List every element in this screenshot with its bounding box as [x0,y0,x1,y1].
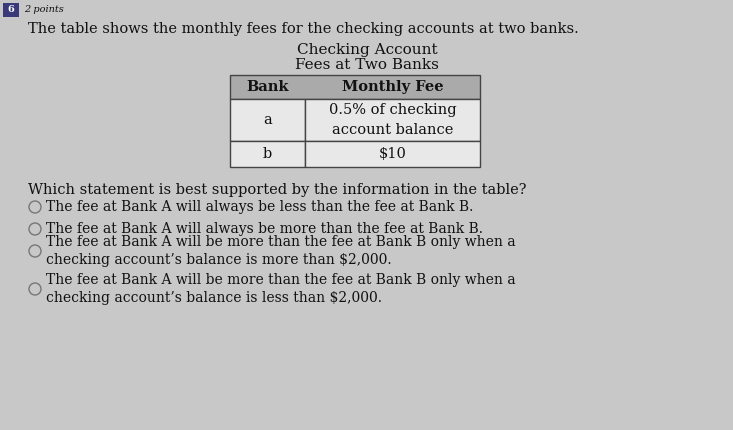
Bar [230,141,305,167]
Text: The fee at Bank A will be more than the fee at Bank B only when a
checking accou: The fee at Bank A will be more than the … [46,234,515,267]
Text: The fee at Bank A will be more than the fee at Bank B only when a
checking accou: The fee at Bank A will be more than the … [46,273,515,305]
Text: Monthly Fee: Monthly Fee [342,80,443,94]
Text: Checking Account: Checking Account [297,43,438,57]
Text: $10: $10 [378,147,406,161]
Text: 0.5% of checking
account balance: 0.5% of checking account balance [328,103,457,137]
Bar [305,141,480,167]
Text: 6: 6 [7,6,15,15]
Text: Bank: Bank [246,80,289,94]
FancyBboxPatch shape [3,3,19,17]
Text: Fees at Two Banks: Fees at Two Banks [295,58,439,72]
Text: 2 points: 2 points [24,6,64,15]
Text: Which statement is best supported by the information in the table?: Which statement is best supported by the… [28,183,526,197]
Text: b: b [263,147,272,161]
Text: The table shows the monthly fees for the checking accounts at two banks.: The table shows the monthly fees for the… [28,22,579,36]
Bar [230,99,305,141]
Bar [230,75,480,99]
Bar [305,99,480,141]
Text: a: a [263,113,272,127]
Text: The fee at Bank A will always be less than the fee at Bank B.: The fee at Bank A will always be less th… [46,200,474,214]
Text: The fee at Bank A will always be more than the fee at Bank B.: The fee at Bank A will always be more th… [46,222,483,236]
